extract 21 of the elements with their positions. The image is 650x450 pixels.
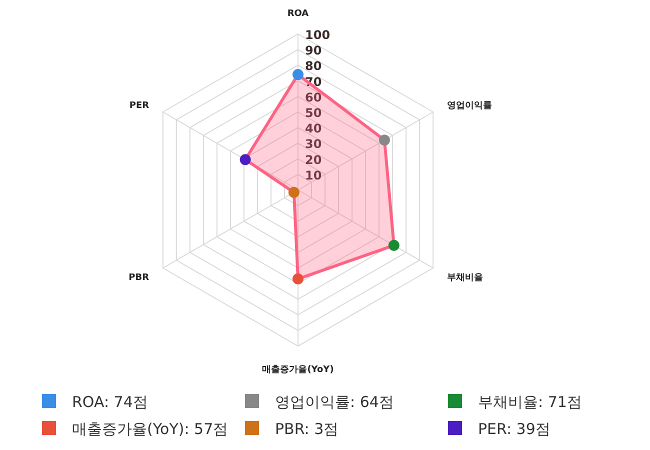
- y-tick-label: 100: [305, 28, 330, 42]
- y-tick-label: 30: [305, 137, 322, 152]
- text: PBR: 3점: [275, 420, 339, 438]
- text: ROA: 74점: [72, 393, 148, 411]
- spoke-label: PBR: [128, 273, 150, 283]
- y-tick-label: 50: [305, 106, 322, 120]
- spoke-label: ROA: [287, 9, 309, 19]
- text: 부채비율: 71점: [478, 393, 582, 411]
- text: PER: 39점: [478, 420, 550, 438]
- spoke-label: 매출증가율(YoY): [262, 364, 334, 375]
- y-tick-label: 40: [305, 122, 322, 136]
- y-tick-label: 20: [305, 152, 322, 167]
- text: 매출증가율(YoY): 57점: [72, 420, 228, 438]
- y-tick-label: 10: [305, 168, 322, 182]
- spoke-label: PER: [129, 101, 150, 111]
- y-tick-label: 80: [305, 59, 322, 74]
- text: 영업이익률: 64점: [275, 393, 394, 411]
- y-tick-label: 90: [305, 44, 322, 58]
- y-tick-label: 60: [305, 90, 322, 104]
- spoke-label: 부채비율: [446, 273, 483, 283]
- spoke-label: 영업이익률: [446, 101, 492, 111]
